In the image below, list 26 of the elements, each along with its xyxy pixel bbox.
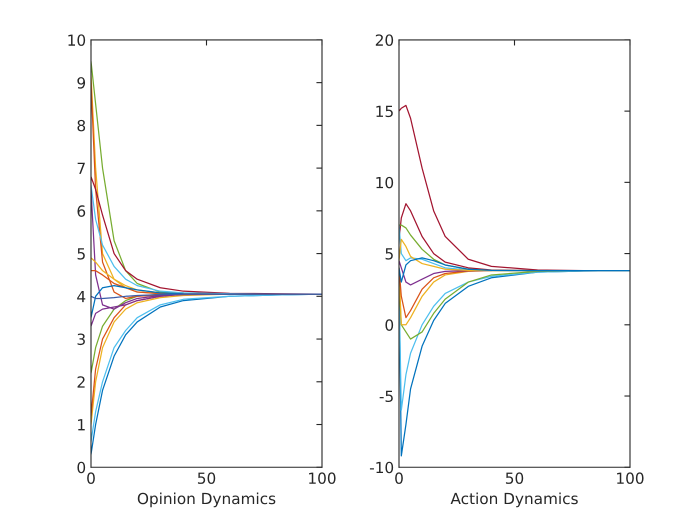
y-tick-label: 2 (78, 376, 85, 388)
y-tick-label: 7 (78, 162, 85, 174)
y-tick-label: 4 (77, 290, 86, 302)
y-tick-label: 10 (376, 176, 394, 188)
y-tick-label: -10 (370, 462, 394, 474)
x-axis-title: Opinion Dynamics (138, 492, 276, 508)
x-axis-title: Action Dynamics (450, 492, 578, 508)
y-tick-label: 0 (77, 462, 86, 474)
y-tick-label: 15 (376, 106, 393, 118)
y-tick-label: -5 (380, 390, 393, 402)
x-tick-label: 50 (198, 472, 216, 484)
y-tick-label: 8 (77, 120, 86, 132)
x-tick-label: 100 (309, 472, 336, 484)
y-tick-label: 9 (77, 77, 86, 89)
y-tick-label: 20 (376, 34, 394, 46)
x-tick-label: 0 (87, 472, 95, 484)
y-tick-label: 1 (78, 419, 85, 430)
x-tick-label: 0 (395, 472, 403, 484)
y-tick-label: 5 (78, 248, 85, 260)
x-tick-label: 50 (506, 472, 524, 484)
x-tick-label: 100 (617, 472, 644, 484)
y-tick-label: 5 (386, 248, 393, 260)
y-tick-label: 3 (78, 334, 85, 346)
y-tick-label: 6 (77, 205, 86, 217)
y-tick-label: 10 (68, 34, 86, 46)
y-tick-label: 0 (385, 319, 394, 331)
